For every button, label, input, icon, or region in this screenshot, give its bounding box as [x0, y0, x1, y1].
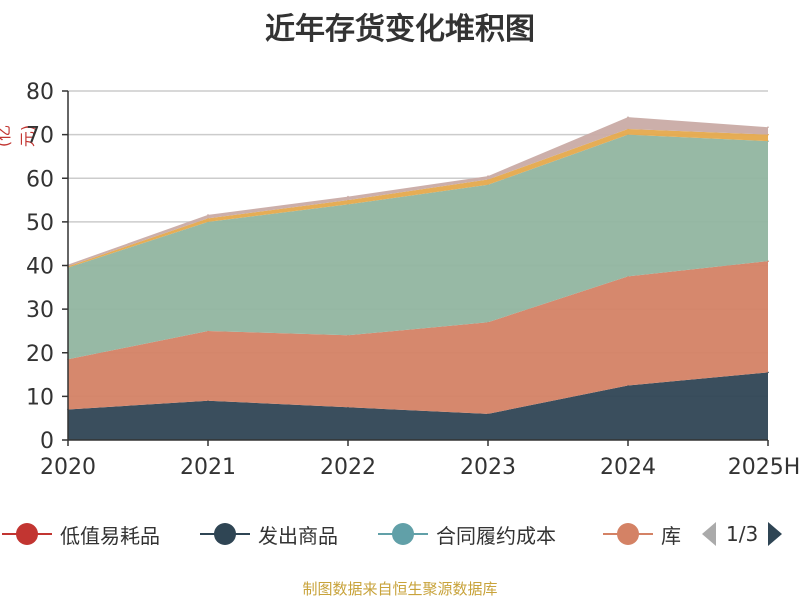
y-tick-label: 10 [26, 385, 54, 410]
legend-item[interactable]: 合同履约成本 [378, 520, 556, 548]
y-tick-label: 50 [26, 211, 54, 236]
legend-page-indicator: 1/3 [726, 522, 759, 546]
y-tick-label: 40 [26, 255, 54, 280]
chart-area: 0 10 20 30 40 50 60 70 80 2020 2021 2022 2023 2024 202… [26, 80, 800, 480]
legend-marker-icon [378, 523, 428, 545]
legend-item[interactable]: 发出商品 [200, 520, 338, 548]
x-tick-label: 2024 [600, 455, 656, 480]
legend-item[interactable]: 低值易耗品 [2, 520, 160, 548]
legend-marker-icon [603, 523, 653, 545]
data-point-s5 [347, 195, 349, 198]
x-tick-label: 2023 [460, 455, 516, 480]
y-tick-label: 0 [40, 429, 54, 454]
data-point-s5 [627, 116, 629, 118]
data-point-s5 [767, 126, 769, 129]
legend-item[interactable]: 库 [603, 520, 681, 548]
area-series-s2 [68, 261, 768, 414]
x-tick-label: 2022 [320, 455, 376, 480]
y-tick-label: 20 [26, 342, 54, 367]
prev-page-icon[interactable] [700, 520, 718, 548]
y-tick-label: 30 [26, 298, 54, 323]
legend-label: 合同履约成本 [436, 523, 556, 548]
next-page-icon[interactable] [766, 520, 784, 548]
legend-pager: 1/3 [700, 520, 784, 548]
legend-marker-icon [2, 523, 52, 545]
legend-items: 低值易耗品 发出商品 合同履约成本 库 [0, 512, 690, 556]
y-tick-label: 80 [26, 80, 54, 105]
legend-label: 发出商品 [258, 523, 338, 548]
y-tick-label: 60 [26, 167, 54, 192]
y-tick-label: 70 [26, 124, 54, 149]
legend: 低值易耗品 发出商品 合同履约成本 库 1/3 [0, 512, 800, 556]
legend-label: 库 [661, 523, 681, 548]
data-source: 制图数据来自恒生聚源数据库 [302, 580, 498, 598]
chart-title: 近年存货变化堆积图 [265, 12, 535, 47]
x-tick-label: 2021 [180, 455, 236, 480]
x-tick-label: 2020 [40, 455, 96, 480]
legend-label: 低值易耗品 [60, 523, 160, 548]
data-point-s5 [207, 214, 209, 216]
x-tick-label: 2025H [728, 455, 800, 480]
area-series-s3 [68, 134, 768, 360]
area-series-s1 [68, 372, 768, 440]
legend-marker-icon [200, 523, 250, 545]
data-point-s5 [487, 175, 489, 177]
